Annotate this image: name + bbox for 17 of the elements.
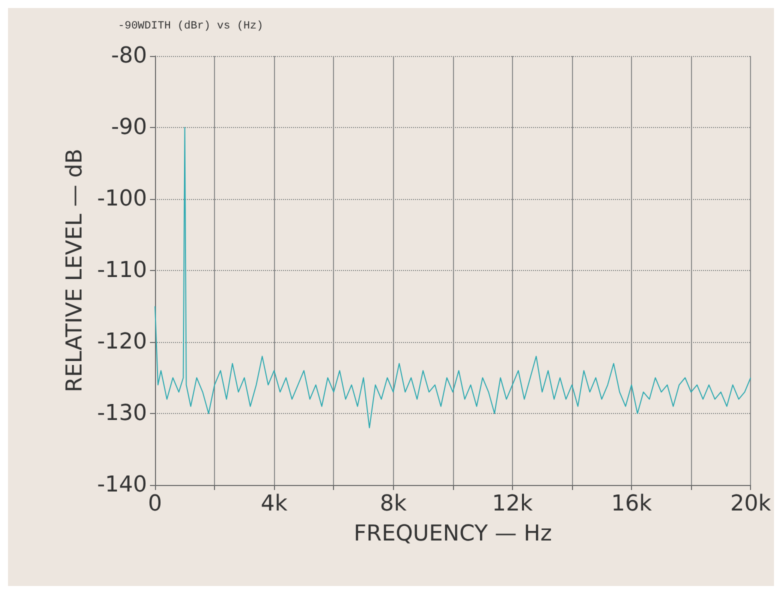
y-tick-label: -110 — [97, 258, 147, 283]
y-axis-title: RELATIVE LEVEL — dB — [62, 148, 88, 392]
x-tick-label: 20k — [730, 492, 772, 516]
x-tick-label: 0 — [148, 492, 162, 516]
y-tick-label: -140 — [97, 472, 147, 498]
x-tick-label: 16k — [611, 492, 652, 516]
y-tick-label: -130 — [97, 401, 147, 426]
y-tick-label: -80 — [111, 44, 147, 68]
y-tick-label: -120 — [97, 330, 147, 354]
line-series — [154, 127, 752, 428]
y-tick-label: -90 — [111, 115, 147, 140]
x-tick-label: 8k — [380, 492, 407, 516]
chart-title: -90WDITH (dBr) vs (Hz) — [118, 20, 264, 32]
y-tick-label: -100 — [97, 186, 147, 212]
x-axis-title: FREQUENCY — Hz — [354, 522, 552, 546]
x-tick-label: 12k — [492, 492, 534, 516]
x-tick-label: 4k — [260, 492, 288, 516]
